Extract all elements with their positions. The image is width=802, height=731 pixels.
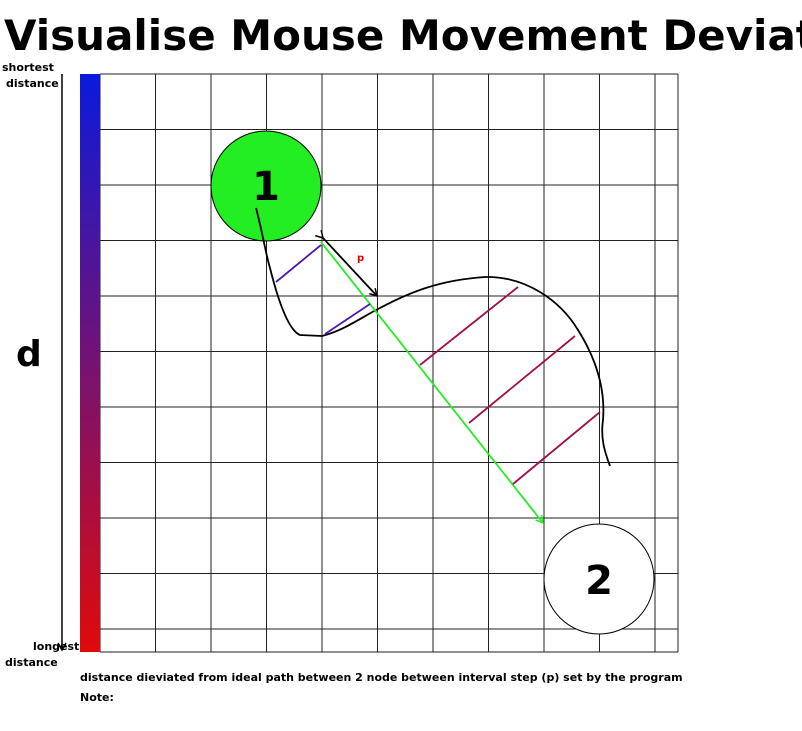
deviation-line	[324, 303, 371, 335]
ideal-path	[320, 241, 544, 525]
deviation-line	[419, 286, 519, 366]
gradient-bar	[80, 74, 100, 652]
caption: distance dieviated from ideal path betwe…	[80, 671, 683, 684]
node-label: 2	[585, 558, 613, 604]
node	[543, 523, 655, 635]
interval-arrow	[315, 229, 379, 298]
caption: Note:	[80, 691, 114, 704]
axis-label: d	[16, 334, 42, 375]
node	[210, 130, 322, 242]
deviation-line	[512, 411, 601, 485]
title: Visualise Mouse Movement Deviation	[4, 11, 802, 60]
deviation-line	[275, 244, 322, 283]
interval-label: p	[357, 253, 364, 264]
node-label: 1	[252, 164, 280, 210]
deviation-line	[468, 335, 576, 424]
scale-label: distance	[5, 656, 58, 669]
scale-label: longest	[33, 640, 79, 653]
deviation-lines	[275, 244, 601, 485]
scale-label: distance	[6, 77, 59, 90]
scale-label: shortest	[2, 61, 54, 74]
mouse-path	[255, 207, 611, 467]
